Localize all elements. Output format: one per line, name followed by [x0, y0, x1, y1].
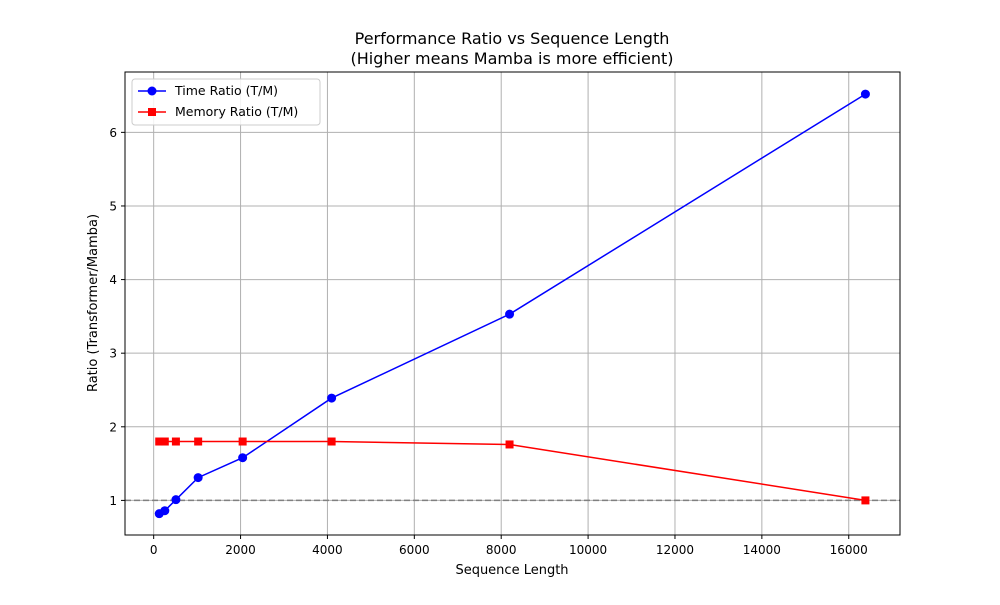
plot-area-frame	[124, 71, 901, 536]
series-line-time-ratio	[158, 93, 866, 515]
y-tick-label: 1	[109, 494, 117, 508]
data-point-time-ratio	[238, 453, 248, 463]
data-point-time-ratio	[171, 495, 181, 505]
legend-swatch-time-marker	[147, 86, 157, 96]
data-point-time-ratio	[193, 473, 203, 483]
data-point-memory-ratio	[171, 437, 180, 446]
data-point-memory-ratio	[327, 437, 336, 446]
x-tick-label: 16000	[830, 543, 868, 557]
chart-title: Performance Ratio vs Sequence Length	[355, 29, 670, 48]
data-point-memory-ratio	[861, 496, 870, 505]
legend-label-time-ratio: Time Ratio (T/M)	[174, 83, 278, 98]
tick-layer: 0 2000 4000 6000 8000 10000 12000 14000 16000 1 2 3…	[109, 126, 867, 557]
legend: Time Ratio (T/M) Memory Ratio (T/M)	[131, 78, 321, 126]
x-tick-label: 12000	[656, 543, 694, 557]
x-tick-label: 0	[150, 543, 158, 557]
y-tick-label: 4	[109, 273, 117, 287]
x-tick-label: 4000	[312, 543, 343, 557]
y-tick-label: 5	[109, 199, 117, 213]
x-tick-label: 8000	[486, 543, 517, 557]
legend-label-memory-ratio: Memory Ratio (T/M)	[175, 104, 298, 119]
data-point-time-ratio	[505, 309, 515, 319]
y-tick-label: 2	[109, 420, 117, 434]
series-layer	[154, 89, 870, 519]
data-point-memory-ratio	[505, 440, 514, 449]
data-point-time-ratio	[160, 506, 170, 516]
y-tick-label: 6	[109, 126, 117, 140]
x-tick-label: 14000	[743, 543, 781, 557]
series-line-memory-ratio	[159, 440, 866, 502]
y-tick-label: 3	[109, 347, 117, 361]
legend-frame	[131, 78, 321, 126]
data-point-time-ratio	[860, 89, 870, 99]
x-tick-label: 2000	[225, 543, 256, 557]
grid-layer	[125, 72, 900, 535]
x-tick-label: 6000	[399, 543, 430, 557]
x-tick-label: 10000	[569, 543, 607, 557]
chart-subtitle: (Higher means Mamba is more efficient)	[350, 49, 673, 68]
y-axis-label: Ratio (Transformer/Mamba)	[86, 214, 101, 392]
data-point-time-ratio	[327, 393, 337, 403]
legend-swatch-memory-marker	[148, 108, 156, 116]
x-axis-label: Sequence Length	[455, 563, 568, 578]
data-point-memory-ratio	[155, 437, 164, 446]
data-point-memory-ratio	[160, 437, 169, 446]
data-point-memory-ratio	[194, 437, 203, 446]
data-point-memory-ratio	[238, 437, 247, 446]
